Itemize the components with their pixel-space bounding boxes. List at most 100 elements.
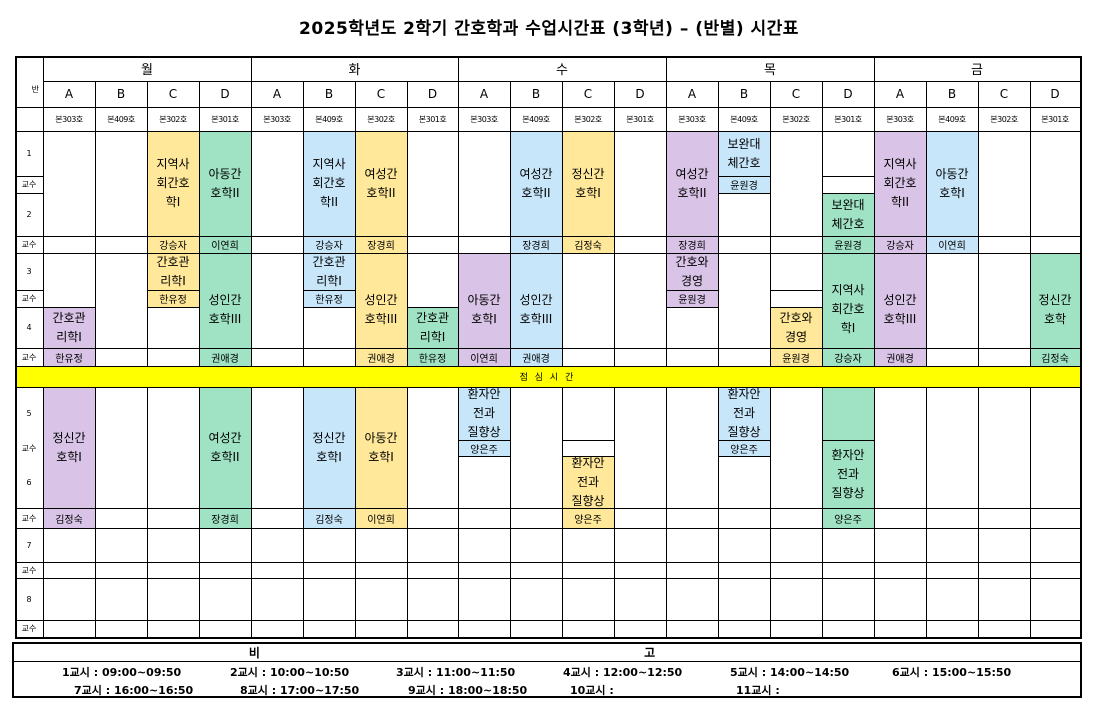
- grid-line: [199, 387, 200, 637]
- course-name: 여성간 호학II: [519, 166, 553, 200]
- grid-line: [666, 387, 667, 637]
- section-header: C: [791, 87, 801, 101]
- room-label: 본302호: [990, 114, 1018, 124]
- grid-line: [15, 236, 1080, 237]
- grid-line: [251, 56, 252, 366]
- course-block: [510, 131, 562, 236]
- grid-line: [978, 387, 979, 637]
- remarks-title: 비 고: [14, 644, 1080, 662]
- period-label: 8: [26, 594, 32, 604]
- teacher-name: 이연희: [355, 508, 407, 528]
- remarks-box: 비 고 1교시 : 09:00~09:50 2교시 : 10:00~10:50 …: [12, 642, 1082, 698]
- room-label: 본301호: [626, 114, 654, 124]
- grid-line: [15, 290, 43, 291]
- period-label: 1: [26, 149, 32, 158]
- grid-line: [251, 387, 252, 637]
- room-label: 본303호: [886, 114, 914, 124]
- teacher-name: 장경희: [199, 508, 251, 528]
- section-header: D: [220, 87, 230, 101]
- grid-line: [1030, 81, 1031, 366]
- teacher-name: 양은주: [822, 508, 874, 528]
- section-header: A: [479, 87, 489, 101]
- period-time: 2교시 : 10:00~10:50: [230, 666, 350, 679]
- grid-line: [718, 176, 770, 177]
- grid-line: [822, 193, 874, 194]
- section-header: D: [843, 87, 853, 101]
- day-header: 화: [348, 63, 361, 78]
- teacher-name: 윤원경: [770, 348, 822, 366]
- grid-line: [15, 620, 1080, 621]
- grid-line: [303, 307, 355, 308]
- teacher-name: 강승자: [874, 236, 926, 253]
- grid-line: [43, 81, 1080, 82]
- course-name: 환자안 전과 질향상: [571, 455, 605, 508]
- teacher-name: 강승자: [822, 348, 874, 366]
- course-name: 성인간 호학III: [208, 292, 242, 326]
- teacher-name: 이연희: [458, 348, 510, 366]
- day-header: 금: [971, 63, 983, 78]
- grid-line: [407, 387, 408, 637]
- grid-line: [822, 176, 874, 177]
- grid-line: [15, 637, 1080, 639]
- professor-row-label: 교수: [21, 294, 37, 303]
- course-name: 성인간 호학III: [364, 292, 398, 326]
- room-label: 본302호: [159, 114, 187, 124]
- room-label: 본301호: [834, 114, 862, 124]
- room-label: 본409호: [107, 114, 135, 124]
- period-label: 3: [26, 267, 32, 276]
- course-block: [199, 387, 251, 528]
- course-name: 지역사 회간호 학II: [883, 157, 917, 209]
- course-block: [303, 253, 355, 290]
- period-time: 1교시 : 09:00~09:50: [62, 666, 182, 679]
- grid-line: [15, 193, 43, 194]
- section-header: B: [324, 87, 334, 101]
- room-label: 본301호: [1041, 114, 1069, 124]
- teacher-name: 권애경: [355, 348, 407, 366]
- course-name: 지역사 회간호 학I: [831, 283, 865, 335]
- grid-line: [874, 387, 875, 637]
- grid-line: [303, 81, 304, 366]
- teacher-name: 한유정: [407, 348, 458, 366]
- course-block: [874, 253, 926, 366]
- period-label: 7: [26, 540, 32, 550]
- teacher-name: 김정숙: [562, 236, 614, 253]
- teacher-name: 양은주: [562, 508, 614, 528]
- course-name: 아동간 호학II: [208, 166, 242, 200]
- course-name: 간호와 경영: [779, 310, 813, 344]
- course-name: 여성간 호학II: [364, 166, 398, 200]
- room-label: 본303호: [678, 114, 706, 124]
- grid-line: [15, 562, 1080, 563]
- course-name: 여성간 호학II: [675, 166, 709, 200]
- course-name: 정신간 호학: [1038, 292, 1072, 326]
- grid-line: [458, 440, 510, 441]
- course-block: [458, 253, 510, 366]
- professor-row-label: 교수: [21, 513, 37, 523]
- course-name: 여성간 호학II: [208, 430, 242, 464]
- section-header: A: [895, 87, 905, 101]
- course-block: [355, 253, 407, 366]
- course-name: 간호와 경영: [675, 254, 709, 288]
- grid-line: [614, 81, 615, 366]
- day-header: 월: [141, 63, 153, 78]
- teacher-name: 양은주: [718, 440, 770, 456]
- grid-line: [95, 387, 96, 637]
- grid-line: [15, 56, 17, 639]
- grid-line: [562, 81, 563, 366]
- grid-line: [926, 81, 927, 366]
- grid-line: [1080, 56, 1082, 639]
- room-label: 본303호: [470, 114, 498, 124]
- course-block: [718, 131, 770, 176]
- grid-line: [1030, 387, 1031, 637]
- section-header: C: [376, 87, 386, 101]
- section-header: D: [1050, 87, 1060, 101]
- grid-line: [770, 387, 771, 637]
- grid-line: [666, 56, 667, 366]
- course-block: [43, 387, 95, 508]
- grid-line: [718, 81, 719, 366]
- course-block: [822, 193, 874, 236]
- course-name: 정신간 호학I: [571, 166, 605, 200]
- room-label: 본302호: [367, 114, 395, 124]
- grid-line: [407, 307, 458, 308]
- period-label: 4: [26, 323, 32, 332]
